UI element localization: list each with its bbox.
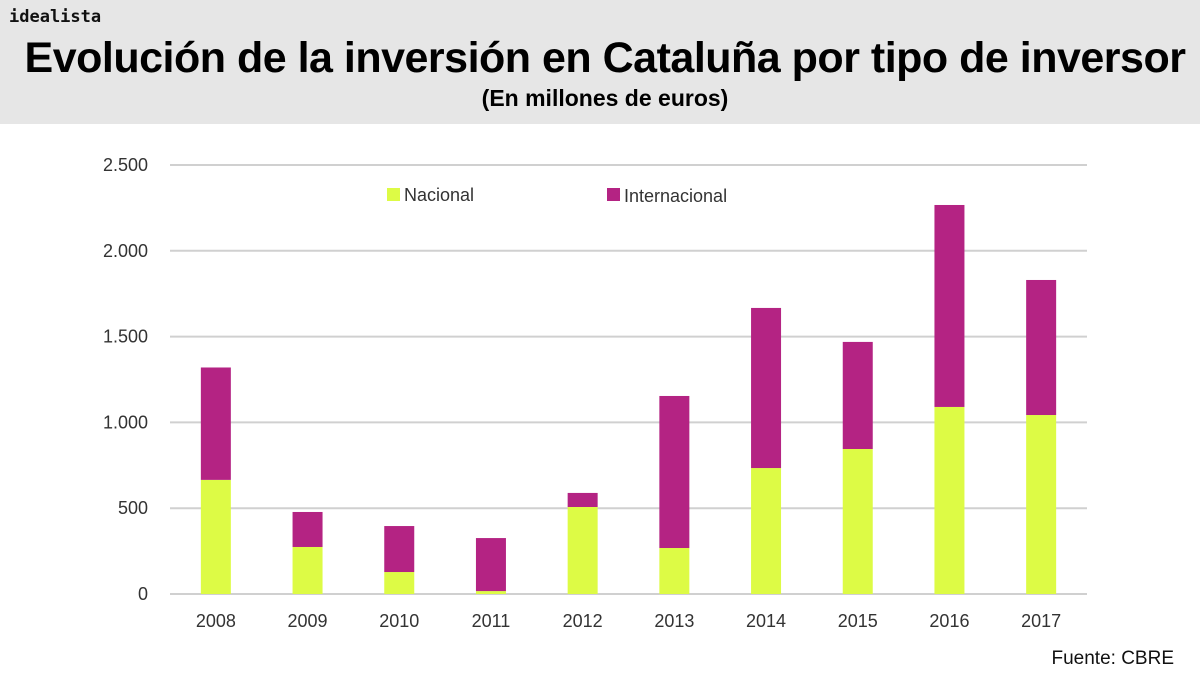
bar-internacional-2016 <box>934 204 965 407</box>
legend-swatch-internacional <box>607 188 620 201</box>
y-tick-label: 2.000 <box>103 241 148 261</box>
bar-nacional-2008 <box>200 479 231 594</box>
x-tick-label: 2014 <box>746 611 786 631</box>
bar-internacional-2012 <box>567 492 598 507</box>
x-tick-label: 2010 <box>379 611 419 631</box>
bar-nacional-2017 <box>1026 415 1057 594</box>
bar-nacional-2011 <box>475 591 506 594</box>
bar-internacional-2017 <box>1026 279 1057 416</box>
legend-swatch-nacional <box>387 188 400 201</box>
bar-internacional-2010 <box>384 526 415 573</box>
x-tick-label: 2016 <box>929 611 969 631</box>
idealista-logo: idealista <box>9 7 102 27</box>
bar-nacional-2009 <box>292 546 323 594</box>
x-tick-label: 2011 <box>472 611 511 631</box>
bar-nacional-2016 <box>934 406 965 594</box>
source-note: Fuente: CBRE <box>1051 648 1175 669</box>
bar-nacional-2010 <box>384 572 415 594</box>
bar-nacional-2013 <box>659 548 690 594</box>
legend-label-nacional: Nacional <box>404 185 474 205</box>
y-tick-label: 500 <box>118 498 148 518</box>
bar-internacional-2008 <box>200 367 231 480</box>
x-tick-label: 2015 <box>838 611 878 631</box>
y-tick-label: 0 <box>138 584 148 604</box>
x-tick-label: 2008 <box>196 611 236 631</box>
bar-internacional-2014 <box>751 307 782 469</box>
x-tick-label: 2012 <box>563 611 603 631</box>
bar-nacional-2015 <box>842 448 873 594</box>
x-tick-label: 2013 <box>654 611 694 631</box>
header-band: idealista Evolución de la inversión en C… <box>0 0 1200 124</box>
legend: Nacional Internacional <box>387 185 727 206</box>
x-tick-label: 2017 <box>1021 611 1061 631</box>
bar-nacional-2012 <box>567 506 598 594</box>
y-tick-label: 2.500 <box>103 155 148 175</box>
chart-title: Evolución de la inversión en Cataluña po… <box>24 34 1186 82</box>
bar-internacional-2011 <box>475 538 506 592</box>
y-tick-label: 1.500 <box>103 327 148 347</box>
y-tick-label: 1.000 <box>103 412 148 432</box>
x-tick-label: 2009 <box>288 611 328 631</box>
bar-internacional-2009 <box>292 511 323 547</box>
chart-subtitle: (En millones de euros) <box>481 85 729 111</box>
bar-internacional-2015 <box>842 341 873 449</box>
bar-internacional-2013 <box>659 395 690 549</box>
bar-nacional-2014 <box>751 468 782 594</box>
legend-label-internacional: Internacional <box>624 186 727 206</box>
